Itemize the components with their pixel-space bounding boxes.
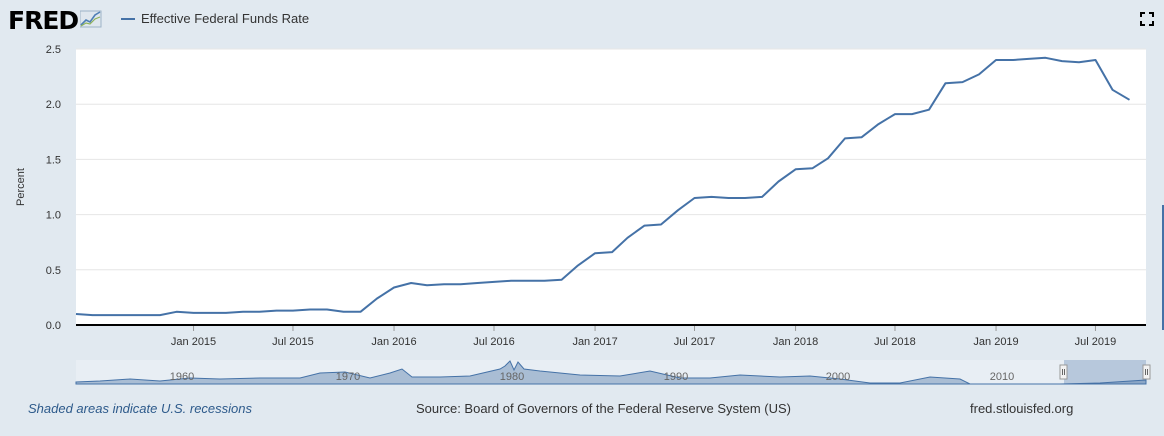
- x-tick-label: Jul 2019: [1075, 336, 1117, 348]
- x-tick-label: Jan 2019: [973, 336, 1018, 348]
- x-tick-label: Jan 2015: [171, 336, 216, 348]
- y-axis-label: Percent: [15, 168, 27, 206]
- navigator-handle-left[interactable]: [1059, 364, 1068, 380]
- series-line[interactable]: [75, 56, 1131, 317]
- fred-graph-icon: [80, 10, 102, 28]
- x-axis-ticks: Jan 2015 Jul 2015 Jan 2016 Jul 2016 Jan 2017…: [171, 325, 1116, 348]
- fullscreen-icon[interactable]: [1140, 12, 1154, 26]
- legend-swatch: [121, 17, 135, 20]
- y-tick-label: 1.5: [46, 154, 61, 166]
- x-tick-label: Jul 2016: [473, 336, 515, 348]
- x-tick-label: Jul 2018: [874, 336, 916, 348]
- source-text: Source: Board of Governors of the Federa…: [416, 401, 791, 416]
- navigator-labels: 1960 1970 1980 1990 2000 2010: [170, 371, 1014, 383]
- y-tick-label: 2.5: [46, 44, 61, 56]
- gridlines: [76, 48, 1146, 271]
- y-tick-label: 1.0: [46, 210, 61, 222]
- fred-logo-text: FRED: [8, 5, 79, 35]
- legend-label: Effective Federal Funds Rate: [141, 11, 310, 26]
- navigator-history-area: [75, 360, 1147, 385]
- chart-legend: Effective Federal Funds Rate: [121, 11, 309, 26]
- y-tick-label: 2.0: [46, 99, 61, 111]
- plot-background: [76, 49, 1146, 325]
- x-tick-label: Jul 2015: [272, 336, 314, 348]
- x-tick-label: Jan 2017: [572, 336, 617, 348]
- fred-url-link[interactable]: fred.stlouisfed.org: [970, 401, 1074, 416]
- navigator-year-label: 1970: [336, 371, 360, 383]
- navigator-year-label: 2010: [990, 371, 1014, 383]
- x-tick-label: Jan 2016: [371, 336, 416, 348]
- y-axis-ticks: 0.0 0.5 1.0 1.5 2.0 2.5: [46, 44, 61, 332]
- fred-logo[interactable]: FRED: [8, 5, 102, 35]
- navigator-year-label: 1960: [170, 371, 194, 383]
- navigator-handle-right[interactable]: [1142, 364, 1151, 380]
- x-tick-label: Jul 2017: [674, 336, 716, 348]
- range-navigator[interactable]: 1960 1970 1980 1990 2000 2010: [75, 360, 1151, 385]
- x-tick-label: Jan 2018: [773, 336, 818, 348]
- recession-note-link[interactable]: Shaded areas indicate U.S. recessions: [28, 401, 253, 416]
- navigator-year-label: 1980: [500, 371, 524, 383]
- navigator-year-label: 2000: [826, 371, 850, 383]
- navigator-year-label: 1990: [664, 371, 688, 383]
- series-layer: [75, 56, 1131, 317]
- y-tick-label: 0.0: [46, 320, 61, 332]
- navigator-selected-range[interactable]: [1064, 360, 1146, 384]
- y-tick-label: 0.5: [46, 265, 61, 277]
